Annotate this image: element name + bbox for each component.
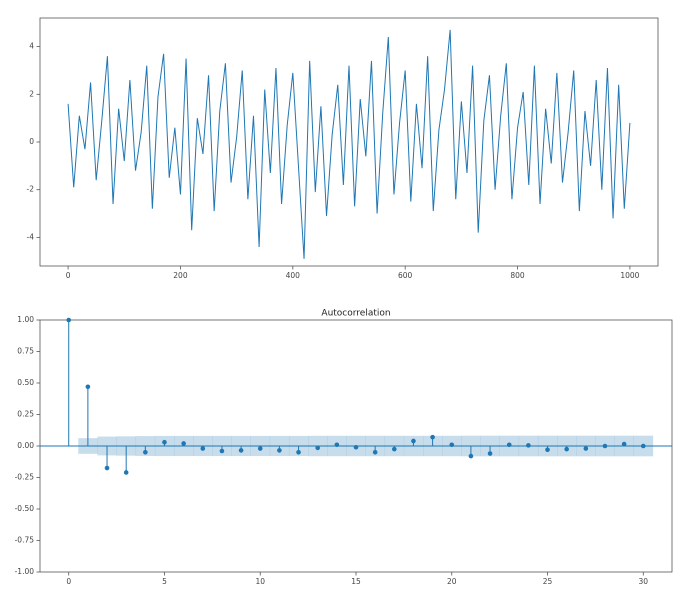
stem-marker bbox=[392, 446, 397, 452]
stem-marker bbox=[353, 444, 359, 450]
stem-marker bbox=[449, 442, 455, 448]
y-tick-label: 0.75 bbox=[17, 347, 34, 356]
stem-marker bbox=[85, 384, 91, 390]
x-tick-label: 200 bbox=[173, 271, 188, 280]
stem-marker bbox=[143, 450, 148, 455]
x-tick-label: 10 bbox=[255, 577, 265, 586]
stem-marker bbox=[621, 441, 627, 447]
y-tick-label: 0 bbox=[29, 137, 34, 146]
axes-frame bbox=[39, 17, 659, 267]
y-tick-label: 1.00 bbox=[17, 315, 34, 324]
stem-marker bbox=[640, 443, 646, 449]
chart-title: Autocorrelation bbox=[321, 309, 390, 319]
stem-marker bbox=[487, 451, 493, 456]
stem-marker bbox=[66, 317, 72, 323]
x-tick-label: 20 bbox=[447, 577, 457, 586]
x-tick-label: 25 bbox=[543, 577, 553, 586]
x-tick-label: 800 bbox=[510, 271, 525, 280]
stem-marker bbox=[583, 446, 589, 451]
stem-marker bbox=[238, 448, 244, 453]
y-tick-label: 0.25 bbox=[17, 410, 34, 419]
stem-marker bbox=[277, 448, 282, 453]
stem-marker bbox=[411, 438, 416, 444]
stem-marker bbox=[334, 442, 340, 448]
stem-marker bbox=[602, 443, 608, 449]
stem-marker bbox=[181, 441, 186, 446]
y-tick-label: -0.25 bbox=[15, 473, 35, 482]
stem-marker bbox=[200, 446, 206, 451]
y-tick-label: -0.75 bbox=[15, 536, 35, 545]
series-line bbox=[67, 29, 631, 259]
x-tick-label: 5 bbox=[162, 577, 167, 586]
stem-marker bbox=[296, 450, 301, 455]
stem-marker bbox=[219, 448, 225, 454]
x-tick-label: 30 bbox=[638, 577, 648, 586]
stem-marker bbox=[104, 465, 110, 471]
x-tick-label: 600 bbox=[398, 271, 413, 280]
stem-marker bbox=[564, 446, 569, 452]
x-tick-label: 0 bbox=[66, 271, 71, 280]
y-tick-label: 0.00 bbox=[17, 441, 34, 450]
x-tick-label: 1000 bbox=[620, 271, 639, 280]
y-tick-label: -1.00 bbox=[15, 567, 35, 576]
stem-marker bbox=[162, 439, 167, 445]
x-tick-label: 0 bbox=[66, 577, 71, 586]
y-tick-label: 0.50 bbox=[17, 378, 34, 387]
stem-marker bbox=[506, 442, 512, 448]
y-tick-label: 4 bbox=[29, 42, 34, 51]
stem-marker bbox=[430, 434, 435, 440]
x-tick-label: 400 bbox=[286, 271, 301, 280]
y-tick-label: -0.50 bbox=[15, 504, 35, 513]
x-tick-label: 15 bbox=[351, 577, 361, 586]
stem-marker bbox=[257, 446, 263, 451]
y-tick-label: 2 bbox=[29, 89, 34, 98]
stem-marker bbox=[526, 443, 531, 448]
y-tick-label: -4 bbox=[27, 232, 35, 241]
stem-marker bbox=[315, 445, 320, 451]
stem-marker bbox=[468, 453, 474, 459]
stem-marker bbox=[123, 470, 129, 475]
stem-marker bbox=[545, 447, 550, 453]
stem-marker bbox=[372, 450, 378, 455]
y-tick-label: -2 bbox=[27, 185, 35, 194]
